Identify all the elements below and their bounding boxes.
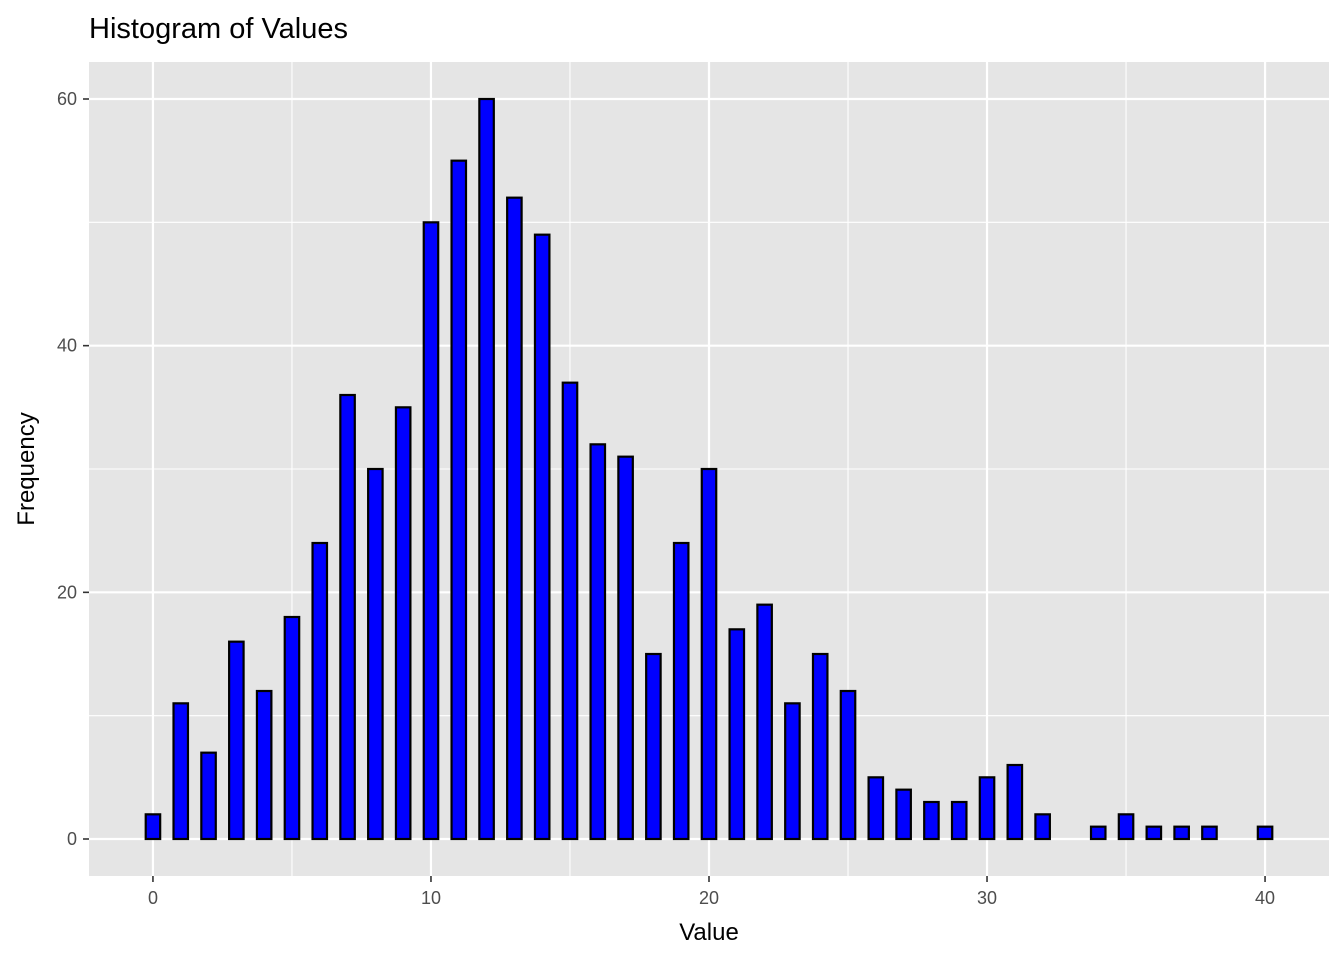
y-tick-label: 20	[57, 582, 77, 602]
histogram-bar	[1256, 825, 1274, 841]
histogram-bar	[1145, 825, 1163, 841]
x-tick-label: 30	[977, 888, 997, 908]
histogram-bar	[645, 652, 662, 841]
bars	[144, 97, 1274, 841]
histogram-bar	[506, 196, 523, 841]
x-tick-label: 40	[1255, 888, 1275, 908]
histogram-bar	[394, 406, 412, 841]
x-axis-title: Value	[679, 919, 739, 946]
y-axis-title: Frequency	[13, 412, 40, 525]
histogram-bar	[172, 702, 190, 841]
chart-title: Histogram of Values	[89, 13, 348, 45]
x-tick-label: 0	[148, 888, 158, 908]
histogram-bar	[617, 455, 634, 841]
histogram-bar	[1089, 825, 1107, 841]
histogram-bar	[1117, 813, 1135, 841]
histogram-bar	[1034, 813, 1051, 841]
histogram-bar	[700, 467, 718, 841]
histogram-bar	[450, 159, 468, 841]
y-tick-label: 60	[57, 89, 77, 109]
histogram-bar	[367, 467, 384, 841]
x-tick-label: 10	[421, 888, 441, 908]
histogram-bar	[895, 788, 912, 841]
histogram-bar	[561, 381, 579, 841]
histogram-bar	[283, 615, 301, 841]
histogram-bar	[228, 640, 245, 841]
histogram-bar	[144, 813, 162, 841]
y-tick-label: 0	[67, 829, 77, 849]
histogram-bar	[1006, 763, 1024, 841]
histogram-bar	[589, 443, 607, 841]
y-tick-label: 40	[57, 336, 77, 356]
histogram-bar	[728, 628, 746, 841]
histogram-bar	[784, 702, 801, 841]
histogram-bar	[478, 97, 495, 841]
histogram-bar	[311, 541, 329, 841]
histogram-bar	[672, 541, 690, 841]
histogram-bar	[200, 751, 217, 841]
histogram-bar	[867, 776, 885, 841]
histogram-bar	[339, 393, 356, 841]
histogram-bar	[1201, 825, 1218, 841]
histogram-bar	[923, 800, 940, 841]
histogram-bar	[1173, 825, 1190, 841]
axes: 0 10 20 30 40 0 20 40 60	[57, 89, 1275, 908]
histogram-bar	[950, 800, 968, 841]
histogram-bar	[756, 603, 773, 841]
histogram-bar	[978, 776, 996, 841]
histogram-bar	[533, 233, 551, 841]
x-tick-label: 20	[699, 888, 719, 908]
histogram-bar	[255, 689, 273, 841]
histogram-bar	[839, 689, 857, 841]
histogram-bar	[422, 221, 440, 841]
histogram-bar	[811, 652, 829, 841]
